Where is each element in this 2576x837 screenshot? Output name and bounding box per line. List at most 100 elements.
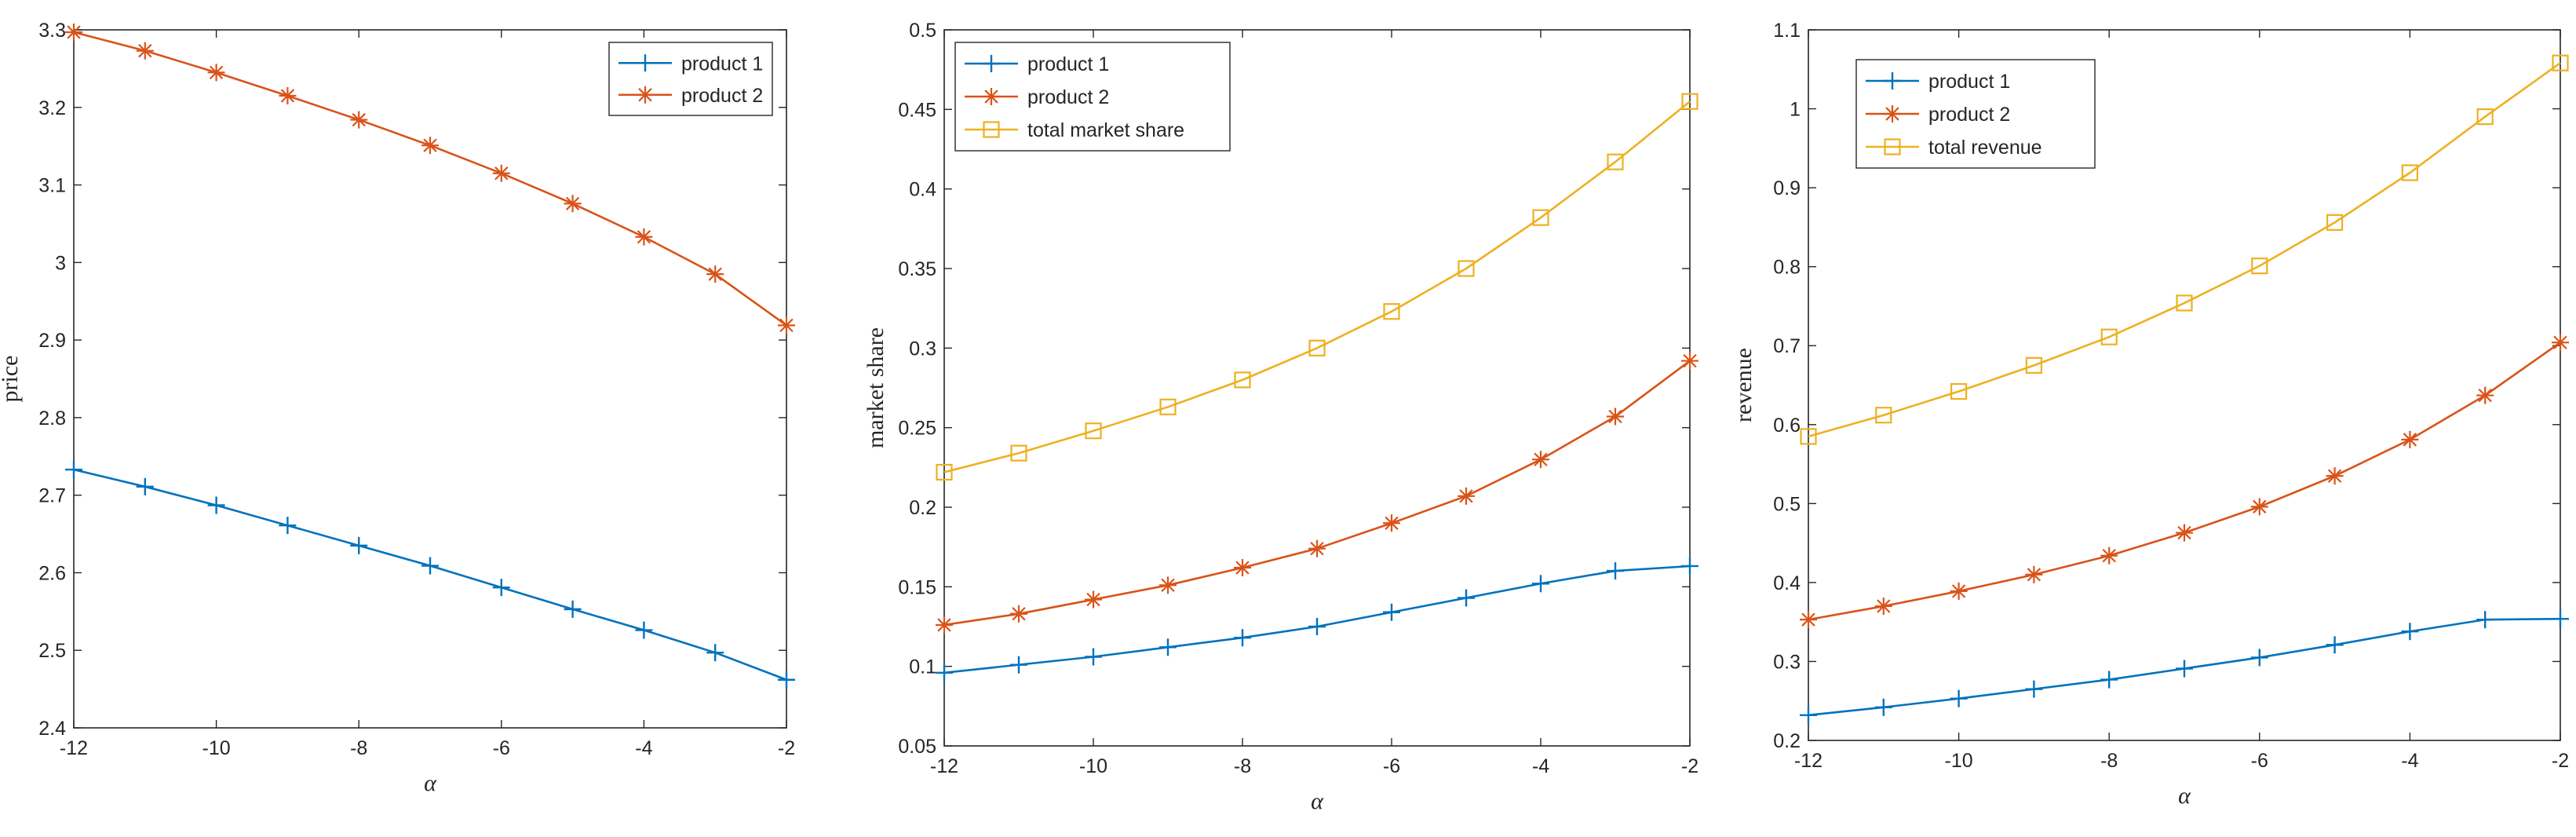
chart1-data-point [136,477,154,495]
chart2-data-point [1234,371,1251,389]
chart1-data-point [421,137,439,155]
chart2-series-line [943,101,1691,473]
chart2-data-point [1308,618,1326,635]
chart1-ytick-label: 2.6 [38,562,66,584]
chart1-ytick-label: 2.7 [38,485,66,507]
chart2-data-point [1308,339,1326,356]
chart1-marker-d2 [138,43,152,58]
chart1-marker-d2 [67,25,81,39]
chart1-ytick-label: 3.1 [38,175,66,197]
chart3-marker-d2 [2478,388,2492,403]
chart1-marker-d2 [423,138,437,152]
chart3-marker-box [2401,164,2418,181]
chart3-marker-d2 [1877,599,1891,613]
chart3-data-point [2552,334,2569,352]
chart2-ytick-label: 0.1 [909,656,936,678]
chart1-legend: product 1 product 2 [608,42,773,116]
chart2-marker-d2 [1534,452,1548,466]
chart2-legend-label: total market share [1027,119,1184,141]
chart3-ytick-label: 0.2 [1773,730,1801,752]
chart2-marker-d2 [1161,578,1175,593]
chart3-legend-label: product 2 [1928,104,2010,126]
chart2-ylabel: market share [863,327,888,448]
chart3-marker-box [1950,382,1968,400]
chart2-legend-entry: product 1 [965,53,1109,75]
chart2-legend-label: product 2 [1027,86,1109,108]
chart1-ylabel: price [0,356,23,403]
chart2-data-point [936,463,953,481]
chart2-ytick-label: 0.35 [898,258,936,280]
chart3-group: -12 -10 -8 -6 -4 -2 0.2 0.3 0.4 0.5 0.6 0.7 0.8 0.9 1 1… [1731,20,2569,809]
chart3-legend-entry: product 1 [1866,71,2010,93]
chart2-marker-box [1458,260,1475,277]
chart2-marker-d2 [1086,592,1100,607]
chart3-data-point [2552,54,2569,71]
chart2-data-point [1234,559,1251,577]
chart3-series-line [1808,62,2561,438]
chart3-ytick-label: 0.7 [1773,335,1801,357]
chart2-marker-box [1010,444,1027,462]
chart3-data-point [2401,430,2419,448]
chart2-data-point [1681,557,1698,575]
chart1-group: -12 -10 -8 -6 -4 -2 2.4 2.5 2.6 2.7 2.8 2.9 3 3.1 3.2 3… [0,20,795,796]
chart1-ytick-label: 2.9 [38,330,66,352]
chart1-data-point [279,86,297,104]
chart1-ytick-label: 2.5 [38,640,66,662]
chart1-data-point [635,228,653,246]
chart2-xtick-label: -10 [1079,755,1107,777]
chart1-legend-marker-d2 [638,88,652,102]
chart3-legend-entry: total revenue [1866,137,2042,159]
chart2-data-point [1010,444,1027,462]
chart2-legend-entry: product 2 [965,86,1109,108]
chart2-data-point [1383,514,1400,532]
chart1-legend-entry: product 1 [618,53,763,75]
chart2-ytick-label: 0.25 [898,418,936,440]
chart2-marker-d2 [937,618,951,632]
chart1-data-point [706,644,724,662]
chart2-marker-box [1532,209,1549,226]
chart3-xtick-label: -4 [2401,750,2418,772]
chart1-xtick-label: -6 [493,737,510,759]
chart3-data-point [2476,108,2494,126]
chart1-xtick-label: -8 [350,737,367,759]
chart3-data-point [2326,636,2344,654]
chart1-ytick-label: 3 [55,252,66,274]
chart1-data-point [350,536,368,554]
chart2-xlabel: α [1311,788,1324,814]
chart3-ytick-label: 0.3 [1773,651,1801,673]
chart1-xtick-label: -4 [635,737,652,759]
chart1-data-point [564,600,582,618]
chart3-xtick-label: -8 [2100,750,2118,772]
chart3-data-point [2176,660,2193,678]
chart3-marker-d2 [2553,335,2567,349]
chart1-legend-entry: product 2 [618,85,763,107]
chart3-xtick-label: -12 [1794,750,1823,772]
chart2-data-point [1308,539,1326,557]
chart2-marker-d2 [1385,516,1399,530]
chart1-marker-d2 [708,267,722,281]
chart1-marker-d2 [779,318,794,333]
chart3-series-1 [1800,610,2569,724]
chart2-data-point [1458,487,1475,505]
chart2-xtick-label: -4 [1532,755,1549,777]
chart2-xtick-label: -6 [1383,755,1400,777]
chart3-data-point [1950,689,1968,707]
chart3-marker-box [2100,328,2118,345]
chart2-xtick-label: -2 [1681,755,1698,777]
chart3-series-2 [1800,334,2569,629]
chart1-ytick-label: 2.8 [38,408,66,429]
chart3-ytick-label: 1.1 [1773,20,1801,42]
chart1-ytick-label: 3.3 [38,20,66,42]
chart3-marker-d2 [2253,499,2267,514]
chart2-marker-box [936,463,953,481]
chart2-data-point [1010,605,1027,623]
chart2-marker-box [1085,422,1102,440]
chart3-marker-box [2552,54,2569,71]
chart2-marker-d2 [1310,541,1324,556]
chart2-marker-box [1607,153,1624,170]
chart3-marker-d2 [1801,612,1815,627]
chart2-data-point [1085,422,1102,440]
chart2-data-point [1010,656,1027,674]
chart2-data-point [936,663,953,682]
chart1-marker-d2 [280,89,295,103]
